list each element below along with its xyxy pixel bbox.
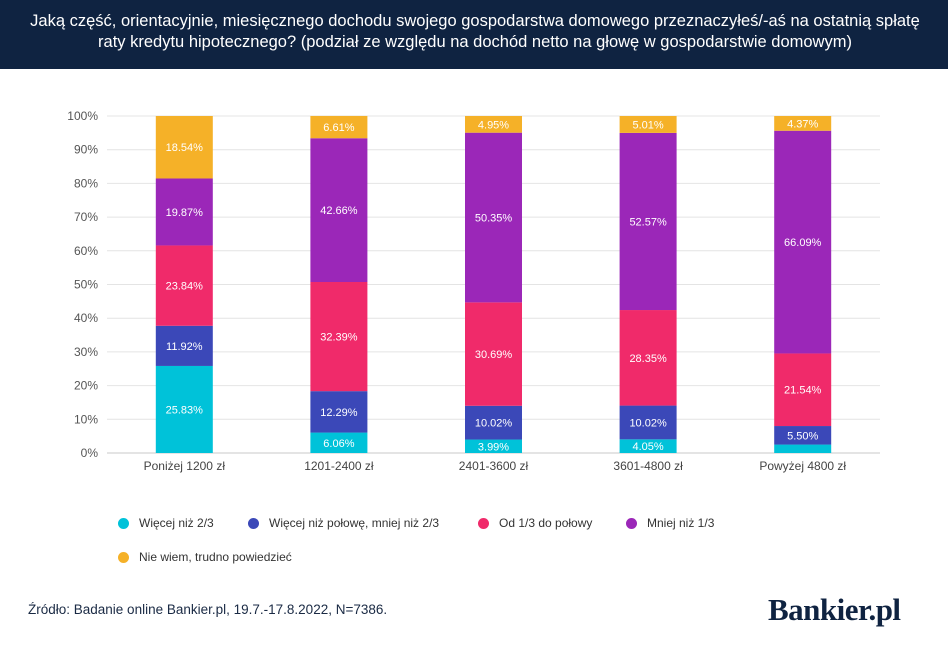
data-label: 23.84% [166, 281, 204, 293]
y-tick-label: 30% [74, 345, 98, 359]
data-label: 19.87% [166, 207, 204, 219]
y-tick-label: 100% [67, 109, 98, 123]
data-label: 28.35% [629, 353, 667, 365]
bar-segment [774, 444, 832, 453]
bar-segment [774, 130, 832, 354]
y-tick-label: 50% [74, 278, 98, 292]
bar-segment [619, 132, 677, 311]
y-tick-label: 20% [74, 379, 98, 393]
bar-segment [310, 282, 368, 392]
data-label: 32.39% [320, 332, 358, 344]
bar-segment [310, 138, 368, 283]
bar-segment [155, 116, 213, 179]
data-label: 18.54% [166, 142, 204, 154]
data-label: 5.50% [787, 430, 818, 442]
data-label: 3.99% [478, 441, 509, 453]
bar-segment [155, 178, 213, 246]
data-label: 25.83% [166, 404, 204, 416]
bar-segment [465, 116, 522, 133]
y-tick-label: 90% [74, 143, 98, 157]
bar-segment [310, 391, 368, 433]
bar-segment [774, 116, 832, 131]
bar-segment [465, 302, 522, 406]
source-note: Źródło: Badanie online Bankier.pl, 19.7.… [28, 602, 388, 617]
y-tick-label: 0% [81, 446, 99, 460]
bar-segment [155, 245, 213, 326]
x-tick-label: 3601-4800 zł [613, 459, 683, 473]
bankier-logo: Bankier.pl [768, 592, 901, 627]
bar-segment [619, 310, 677, 406]
data-label: 5.01% [632, 119, 663, 131]
x-tick-label: Powyżej 4800 zł [759, 459, 846, 473]
y-tick-label: 70% [74, 210, 98, 224]
y-tick-label: 10% [74, 412, 98, 426]
data-label: 12.29% [320, 407, 358, 419]
bar-segment [465, 439, 522, 453]
data-label: 52.57% [629, 216, 667, 228]
bar-segment [774, 426, 832, 445]
bar-segment [310, 432, 368, 453]
x-tick-label: 2401-3600 zł [459, 459, 529, 473]
y-tick-label: 60% [74, 244, 98, 258]
data-label: 10.02% [629, 417, 667, 429]
x-tick-label: Poniżej 1200 zł [144, 459, 226, 473]
data-label: 4.95% [478, 119, 509, 131]
data-label: 50.35% [475, 213, 513, 225]
bar-segment [619, 439, 677, 453]
bar-segment [774, 353, 832, 427]
chart-title: Jaką część, orientacyjnie, miesięcznego … [30, 12, 920, 51]
data-label: 6.61% [323, 122, 354, 134]
header-bar: Jaką część, orientacyjnie, miesięcznego … [0, 0, 948, 69]
data-label: 30.69% [475, 349, 513, 361]
data-label: 11.92% [166, 341, 203, 353]
bar-segment [310, 115, 368, 139]
x-tick-label: 1201-2400 zł [304, 459, 374, 473]
data-label: 4.37% [787, 118, 818, 130]
data-label: 10.02% [475, 418, 513, 430]
data-label: 42.66% [320, 205, 358, 217]
bar-segment [155, 325, 213, 366]
data-label: 66.09% [784, 237, 822, 249]
data-label: 4.05% [632, 441, 663, 453]
bar-segment [465, 405, 522, 440]
y-tick-label: 40% [74, 311, 98, 325]
data-label: 21.54% [784, 385, 822, 397]
y-tick-label: 80% [74, 176, 98, 190]
data-label: 6.06% [323, 438, 354, 450]
bar-segment [465, 132, 522, 303]
bar-segment [619, 116, 677, 133]
bar-segment [155, 365, 213, 453]
bar-segment [619, 405, 677, 440]
